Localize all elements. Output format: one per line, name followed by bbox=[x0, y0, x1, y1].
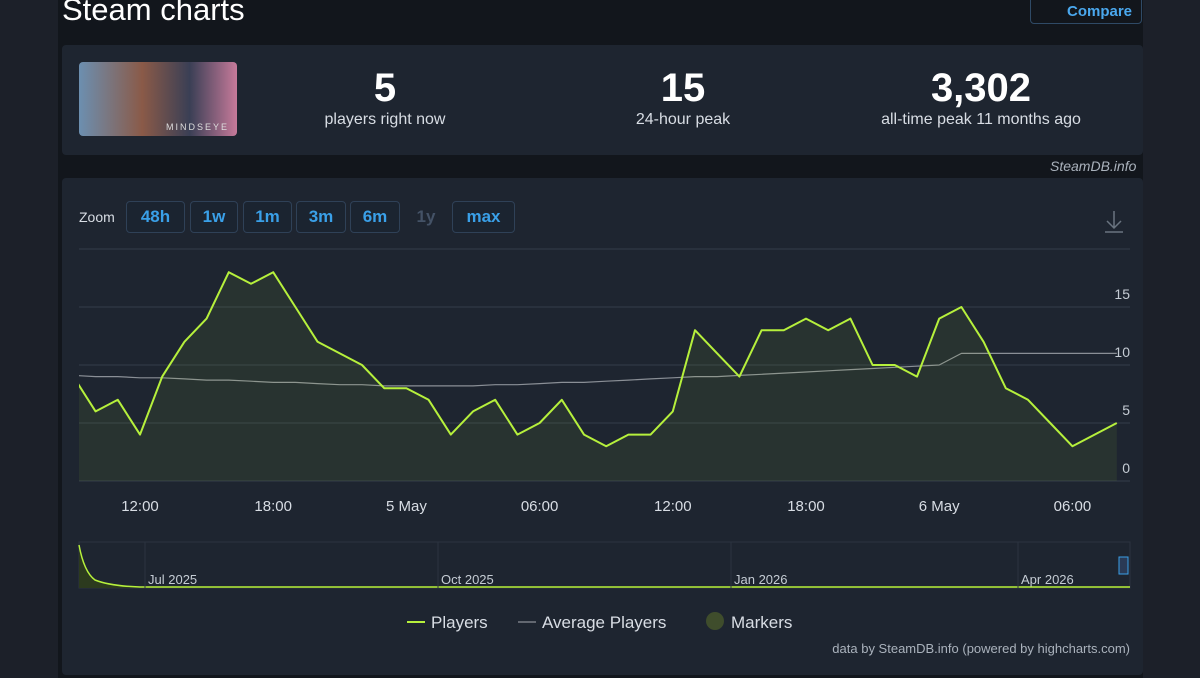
legend-label: Average Players bbox=[542, 613, 666, 632]
stats-card: MINDSEYE 5 players right now 15 24-hour pe… bbox=[62, 45, 1143, 155]
x-tick-label: 06:00 bbox=[521, 498, 559, 515]
navigator-line bbox=[78, 544, 1130, 588]
stat-value: 15 bbox=[660, 66, 706, 110]
navigator-frame bbox=[78, 541, 1131, 589]
navigator-label: Oct 2025 bbox=[441, 572, 494, 587]
stat-label: all-time peak 11 months ago bbox=[881, 111, 1081, 128]
page-title: Steam charts bbox=[62, 0, 245, 27]
game-image: MINDSEYE bbox=[79, 62, 237, 136]
navigator-area bbox=[79, 545, 1130, 588]
navigator-handle[interactable] bbox=[1118, 556, 1129, 575]
zoom-button[interactable]: max bbox=[452, 201, 515, 233]
game-image-text: MINDSEYE bbox=[165, 122, 229, 132]
stat-value: 5 bbox=[373, 66, 397, 110]
compare-button[interactable]: Compare bbox=[1030, 0, 1142, 24]
navigator-label: Apr 2026 bbox=[1021, 572, 1074, 587]
download-icon[interactable] bbox=[1105, 211, 1123, 233]
legend-label: Markers bbox=[731, 613, 792, 632]
zoom-label: Zoom bbox=[79, 209, 115, 225]
players-area bbox=[79, 272, 1117, 481]
x-tick-label: 12:00 bbox=[121, 498, 159, 515]
navigator-label: Jul 2025 bbox=[148, 572, 197, 587]
zoom-button[interactable]: 3m bbox=[296, 201, 346, 233]
y-tick-label: 5 bbox=[1122, 402, 1130, 418]
zoom-button[interactable]: 48h bbox=[126, 201, 185, 233]
zoom-button[interactable]: 1w bbox=[190, 201, 238, 233]
zoom-button[interactable]: 6m bbox=[350, 201, 400, 233]
legend-swatch bbox=[706, 612, 724, 630]
players-line bbox=[79, 271, 1118, 448]
y-tick-label: 0 bbox=[1122, 460, 1130, 476]
compare-label[interactable]: Compare bbox=[1067, 3, 1133, 20]
y-tick-label: 10 bbox=[1114, 344, 1130, 360]
stat: 3,302 all-time peak 11 months ago bbox=[831, 65, 1131, 129]
navigator-label: Jan 2026 bbox=[734, 572, 788, 587]
stat: 15 24-hour peak bbox=[533, 65, 833, 129]
x-tick-label: 5 May bbox=[386, 498, 427, 515]
stat-value: 3,302 bbox=[930, 66, 1032, 110]
legend-label: Players bbox=[431, 613, 488, 632]
chart-card bbox=[62, 178, 1143, 675]
credit: data by SteamDB.info (powered by highcha… bbox=[832, 641, 1130, 656]
x-tick-label: 6 May bbox=[919, 498, 960, 515]
stat-label: players right now bbox=[324, 111, 446, 128]
x-tick-label: 18:00 bbox=[254, 498, 292, 515]
x-tick-label: 18:00 bbox=[787, 498, 825, 515]
zoom-button[interactable]: 1m bbox=[243, 201, 292, 233]
x-tick-label: 12:00 bbox=[654, 498, 692, 515]
zoom-button[interactable]: 1y bbox=[416, 207, 436, 226]
stat: 5 players right now bbox=[235, 65, 535, 129]
download-glyph[interactable] bbox=[1105, 211, 1123, 233]
watermark: SteamDB.info bbox=[1050, 158, 1137, 174]
y-tick-label: 15 bbox=[1114, 286, 1130, 302]
average-line bbox=[79, 352, 1117, 387]
stat-label: 24-hour peak bbox=[635, 111, 731, 128]
x-tick-label: 06:00 bbox=[1054, 498, 1092, 515]
